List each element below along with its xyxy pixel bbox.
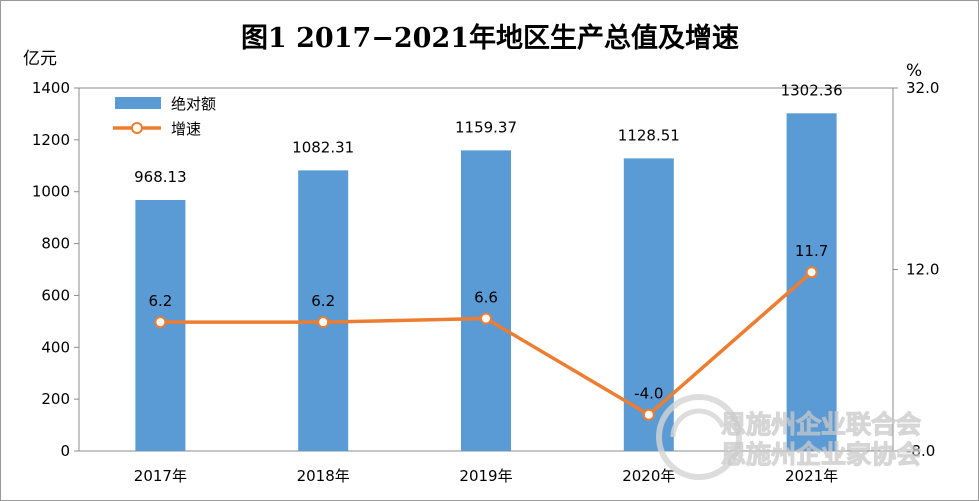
line-value-label: 6.6 (474, 289, 498, 307)
legend: 绝对额 增速 (113, 95, 216, 138)
y2-tick-label: 12.0 (906, 261, 939, 279)
y-axis-unit-label: 亿元 (23, 49, 57, 69)
bar-series (135, 113, 837, 452)
y-tick-label: 1400 (32, 79, 70, 97)
y-tick-label: 1200 (32, 131, 70, 149)
legend-bar-swatch (115, 97, 161, 109)
line-point (154, 316, 167, 329)
watermark-logo-ring (656, 394, 742, 480)
x-tick-label: 2020年 (622, 467, 675, 485)
x-tick-label: 2021年 (785, 467, 838, 485)
y-tick-label: 200 (41, 390, 70, 408)
chart-title: 图1 2017−2021年地区生产总值及增速 (241, 22, 739, 54)
line-value-label: 6.2 (148, 292, 172, 310)
line-point (480, 312, 492, 325)
x-tick-label: 2019年 (459, 467, 512, 485)
y-tick-label: 1000 (32, 183, 70, 201)
y-tick-label: 0 (60, 442, 70, 460)
x-tick-label: 2017年 (134, 467, 187, 485)
y2-axis-ticks: -8.0 12.0 32.0 (893, 79, 939, 460)
bar (786, 113, 837, 452)
bar-value-label: 968.13 (134, 168, 187, 186)
bar (461, 150, 511, 452)
bar-value-label: 1159.37 (455, 118, 517, 136)
line-point (805, 266, 818, 279)
line-value-label: 11.7 (795, 242, 828, 260)
y2-axis-unit-label: % (906, 61, 922, 81)
y2-tick-label: -8.0 (906, 442, 935, 460)
y2-tick-label: 32.0 (906, 79, 939, 97)
line-value-label: 6.2 (311, 292, 335, 310)
bar-value-label: 1082.31 (292, 138, 354, 156)
bar (298, 170, 349, 451)
legend-label-bar: 绝对额 (171, 95, 216, 113)
y-tick-label: 400 (41, 338, 70, 356)
line-series (154, 266, 818, 421)
line-point (642, 408, 655, 421)
bar (623, 158, 674, 451)
watermark-line-2: 恩施州企业家协会 (721, 440, 921, 469)
y-axis-ticks: 0 200 400 600 800 1000 1200 1400 (32, 79, 79, 460)
x-tick-label: 2018年 (297, 467, 350, 485)
bar-value-label: 1302.36 (781, 81, 843, 99)
bar-value-labels: 968.13 1082.31 1159.37 1128.51 1302.36 (134, 81, 842, 186)
y-tick-label: 600 (41, 286, 70, 304)
legend-line-marker (131, 122, 143, 134)
x-axis-ticks: 2017年 2018年 2019年 2020年 2021年 (134, 467, 838, 485)
line-point (317, 316, 330, 329)
bar-value-label: 1128.51 (618, 126, 680, 144)
watermark-line-1: 恩施州企业联合会 (721, 410, 921, 439)
y-tick-label: 800 (41, 235, 70, 253)
line-value-labels: 6.2 6.2 6.6 -4.0 11.7 (148, 242, 828, 402)
line-value-label: -4.0 (634, 385, 663, 403)
legend-label-line: 增速 (171, 120, 201, 138)
watermark-logo-arc (670, 408, 726, 438)
watermark: 恩施州企业联合会 恩施州企业家协会 (656, 394, 922, 480)
